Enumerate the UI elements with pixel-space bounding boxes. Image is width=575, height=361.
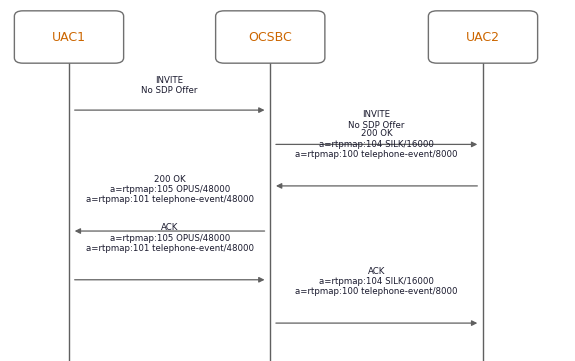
FancyBboxPatch shape xyxy=(428,11,538,63)
Text: 200 OK
a=rtpmap:105 OPUS/48000
a=rtpmap:101 telephone-event/48000: 200 OK a=rtpmap:105 OPUS/48000 a=rtpmap:… xyxy=(86,174,254,204)
FancyBboxPatch shape xyxy=(14,11,124,63)
Text: 200 OK
a=rtpmap:104 SILK/16000
a=rtpmap:100 telephone-event/8000: 200 OK a=rtpmap:104 SILK/16000 a=rtpmap:… xyxy=(296,129,458,159)
FancyBboxPatch shape xyxy=(216,11,325,63)
Text: ACK
a=rtpmap:104 SILK/16000
a=rtpmap:100 telephone-event/8000: ACK a=rtpmap:104 SILK/16000 a=rtpmap:100… xyxy=(296,266,458,296)
Text: UAC1: UAC1 xyxy=(52,30,86,44)
Text: ACK
a=rtpmap:105 OPUS/48000
a=rtpmap:101 telephone-event/48000: ACK a=rtpmap:105 OPUS/48000 a=rtpmap:101… xyxy=(86,223,254,253)
Text: OCSBC: OCSBC xyxy=(248,30,292,44)
Text: INVITE
No SDP Offer: INVITE No SDP Offer xyxy=(348,110,405,130)
Text: INVITE
No SDP Offer: INVITE No SDP Offer xyxy=(141,76,198,95)
Text: UAC2: UAC2 xyxy=(466,30,500,44)
